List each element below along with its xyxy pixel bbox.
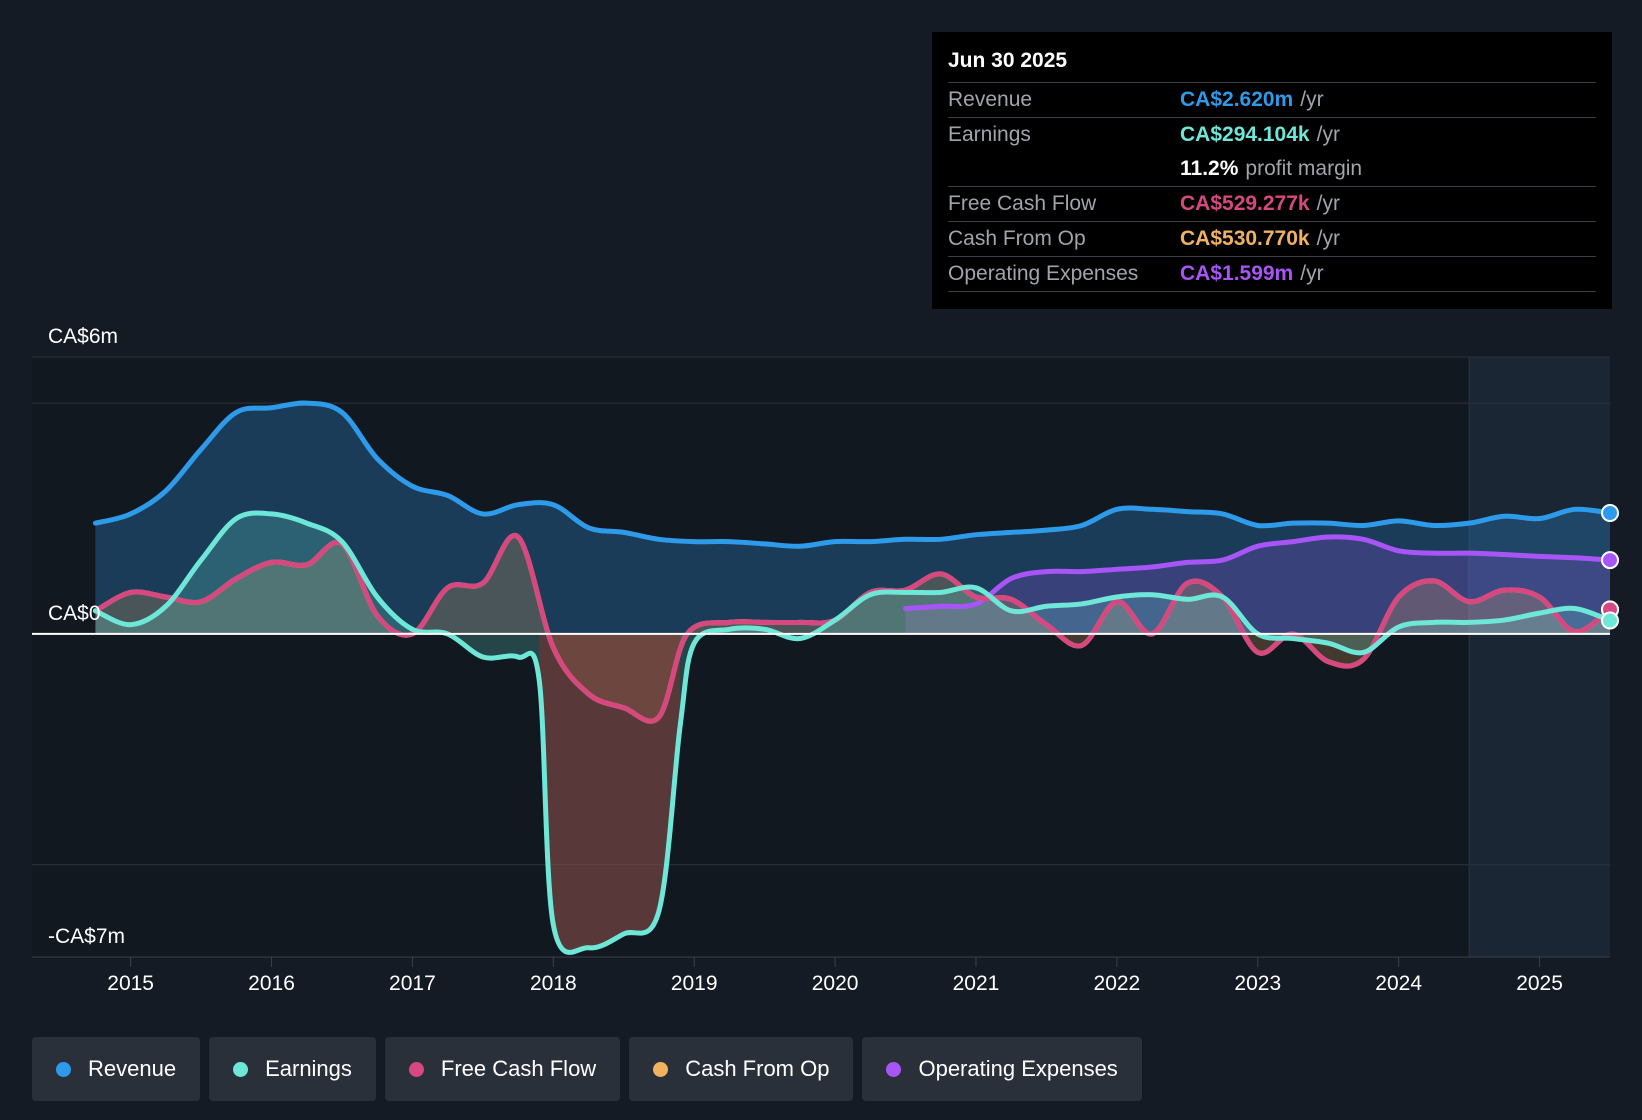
- tooltip-value: CA$2.620m: [1180, 88, 1294, 111]
- tooltip-label: Cash From Op: [948, 227, 1086, 250]
- legend-item-earnings[interactable]: Earnings: [209, 1037, 376, 1101]
- x-tick-label: 2020: [812, 972, 859, 995]
- negative-region-area: [539, 633, 681, 953]
- legend-dot-icon: [56, 1061, 71, 1077]
- operating-expenses-line: [903, 534, 1613, 612]
- tooltip-unit: /yr: [1316, 192, 1340, 215]
- tooltip-value: 11.2%: [1180, 157, 1239, 180]
- legend-dot-icon: [408, 1061, 424, 1077]
- revenue-line: [92, 400, 1613, 549]
- operating-expenses-end-marker: [1601, 551, 1619, 570]
- plot-background: [32, 357, 1610, 957]
- tooltip-value: CA$530.770k: [1180, 227, 1310, 250]
- tooltip-date: Jun 30 2025: [948, 46, 1596, 83]
- legend: Revenue Earnings Free Cash Flow Cash Fro…: [32, 1037, 1142, 1101]
- tooltip-row-opex: Operating Expenses CA$1.599m /yr: [948, 257, 1596, 292]
- tooltip-label: Earnings: [948, 123, 1031, 146]
- x-tick-label: 2025: [1516, 972, 1563, 995]
- legend-item-free-cash-flow[interactable]: Free Cash Flow: [384, 1037, 621, 1101]
- y-axis-label: CA$6m: [48, 325, 118, 348]
- x-tick-label: 2022: [1094, 972, 1141, 995]
- x-tick-label: 2023: [1234, 972, 1281, 995]
- legend-label: Operating Expenses: [918, 1056, 1118, 1081]
- legend-dot-icon: [233, 1061, 249, 1077]
- tooltip-unit: /yr: [1300, 88, 1324, 111]
- tooltip-row-earnings: Earnings CA$294.104k /yr: [948, 118, 1596, 152]
- tooltip-panel: Jun 30 2025 Revenue CA$2.620m /yr Earnin…: [932, 32, 1612, 309]
- legend-label: Revenue: [88, 1056, 177, 1081]
- x-tick-label: 2017: [389, 972, 436, 995]
- tooltip-label: Free Cash Flow: [948, 192, 1097, 215]
- cash-from-op-area: [95, 535, 1611, 722]
- revenue-end-marker: [1601, 504, 1619, 522]
- legend-item-operating-expenses[interactable]: Operating Expenses: [862, 1037, 1142, 1101]
- tooltip-unit: /yr: [1300, 262, 1324, 285]
- tooltip-row-cfo: Cash From Op CA$530.770k /yr: [948, 222, 1596, 257]
- x-tick-label: 2021: [953, 972, 1000, 995]
- tooltip-value: CA$529.277k: [1180, 192, 1310, 215]
- tooltip-value: CA$294.104k: [1180, 123, 1310, 146]
- tooltip-unit: profit margin: [1245, 157, 1363, 180]
- x-tick-label: 2024: [1375, 972, 1422, 995]
- x-tick-label: 2019: [671, 972, 718, 995]
- tooltip-unit: /yr: [1316, 227, 1340, 250]
- tooltip-row-revenue: Revenue CA$2.620m /yr: [948, 83, 1596, 118]
- tooltip-label: Revenue: [948, 88, 1033, 111]
- x-tick-label: 2018: [530, 972, 577, 995]
- tooltip-unit: /yr: [1316, 123, 1340, 146]
- x-tick-label: 2015: [107, 972, 154, 995]
- y-axis-label: CA$0: [48, 602, 101, 625]
- legend-item-cash-from-op[interactable]: Cash From Op: [629, 1037, 854, 1101]
- tooltip-label: Operating Expenses: [948, 262, 1139, 285]
- earnings-area: [95, 512, 1611, 953]
- tooltip-label: [948, 152, 1180, 186]
- forecast-region: [1469, 357, 1610, 957]
- tooltip-row-fcf: Free Cash Flow CA$529.277k /yr: [948, 187, 1596, 222]
- legend-dot-icon: [653, 1061, 669, 1077]
- operating-expenses-area: [905, 536, 1610, 634]
- y-axis-label: -CA$7m: [48, 925, 125, 948]
- tooltip-row-margin: 11.2% profit margin: [948, 152, 1596, 187]
- earnings-end-marker: [1601, 611, 1619, 630]
- x-tick-label: 2016: [248, 972, 295, 995]
- legend-dot-icon: [886, 1061, 902, 1077]
- legend-label: Cash From Op: [685, 1056, 830, 1081]
- legend-label: Free Cash Flow: [440, 1056, 597, 1081]
- chart-canvas: CA$6m CA$0 -CA$7m 2015 2016 2017 2018 2019 2020 2…: [32, 325, 1619, 995]
- revenue-area: [95, 403, 1611, 634]
- legend-label: Earnings: [265, 1056, 352, 1081]
- legend-item-revenue[interactable]: Revenue: [32, 1037, 201, 1101]
- tooltip-value: CA$1.599m: [1180, 262, 1294, 285]
